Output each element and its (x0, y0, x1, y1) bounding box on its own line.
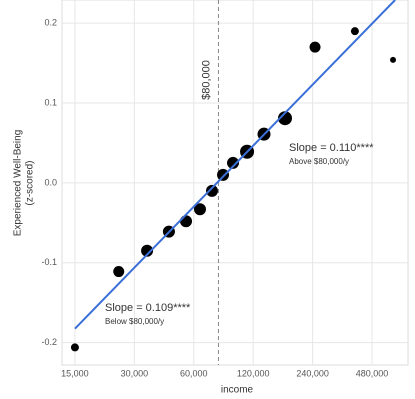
point (350, 27, 359, 36)
point (70, 343, 79, 352)
annotation-subtitle: Above $80,000/y (289, 157, 349, 166)
x-tick-label: 240,000 (296, 368, 329, 378)
point (309, 41, 321, 53)
point (226, 156, 239, 169)
reference-label: $80,000 (200, 60, 212, 100)
fit-line (74, 0, 396, 330)
point (193, 203, 206, 216)
x-tick-label: 120,000 (237, 368, 270, 378)
x-axis-label: income (221, 385, 254, 396)
x-tick-label: 15,000 (61, 368, 89, 378)
annotation-title: Slope = 0.110**** (289, 142, 374, 154)
annotation-title: Slope = 0.109**** (105, 302, 191, 314)
y-tick-label: 0.1 (44, 97, 57, 107)
y-axis-label: Experienced Well-Being (13, 130, 24, 237)
y-axis-label: (z-scored) (25, 160, 36, 205)
point (141, 244, 154, 257)
point (113, 266, 125, 278)
y-tick-label: 0.2 (44, 18, 57, 28)
annotation-subtitle: Below $80,000/y (105, 317, 164, 326)
x-tick-label: 480,000 (356, 368, 389, 378)
y-tick-label: -0.2 (41, 337, 57, 347)
point (390, 56, 397, 63)
x-tick-label: 30,000 (121, 368, 149, 378)
point (217, 168, 230, 181)
point (205, 184, 218, 197)
point (278, 111, 293, 126)
y-tick-label: 0.0 (44, 177, 57, 187)
y-tick-label: -0.1 (41, 257, 57, 267)
point (180, 215, 193, 228)
x-tick-label: 60,000 (180, 368, 208, 378)
